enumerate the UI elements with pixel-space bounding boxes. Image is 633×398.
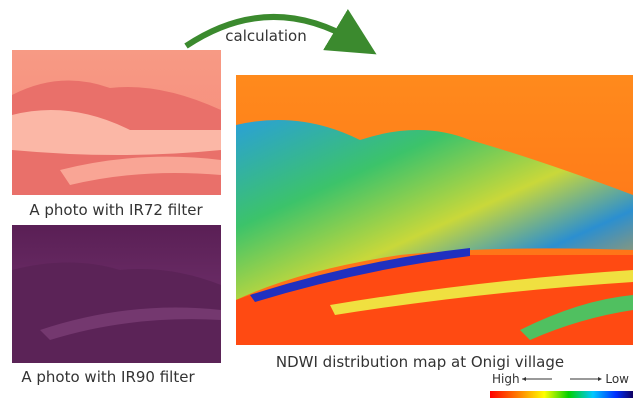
legend-arrow-head xyxy=(598,377,602,381)
figure: calculation A photo with IR72 filter A p… xyxy=(0,0,633,398)
legend-arrow-head xyxy=(522,377,526,381)
panel-caption: A photo with IR72 filter xyxy=(29,201,203,219)
ir90-photo xyxy=(12,225,221,363)
ndwi-map xyxy=(236,75,633,345)
arrow-label: calculation xyxy=(225,27,306,45)
legend-low: Low xyxy=(605,372,629,386)
legend-high: High xyxy=(492,372,520,386)
color-bar xyxy=(490,391,633,398)
ir72-photo xyxy=(12,50,221,195)
panel-caption: NDWI distribution map at Onigi village xyxy=(276,353,564,371)
panel-caption: A photo with IR90 filter xyxy=(21,368,195,386)
